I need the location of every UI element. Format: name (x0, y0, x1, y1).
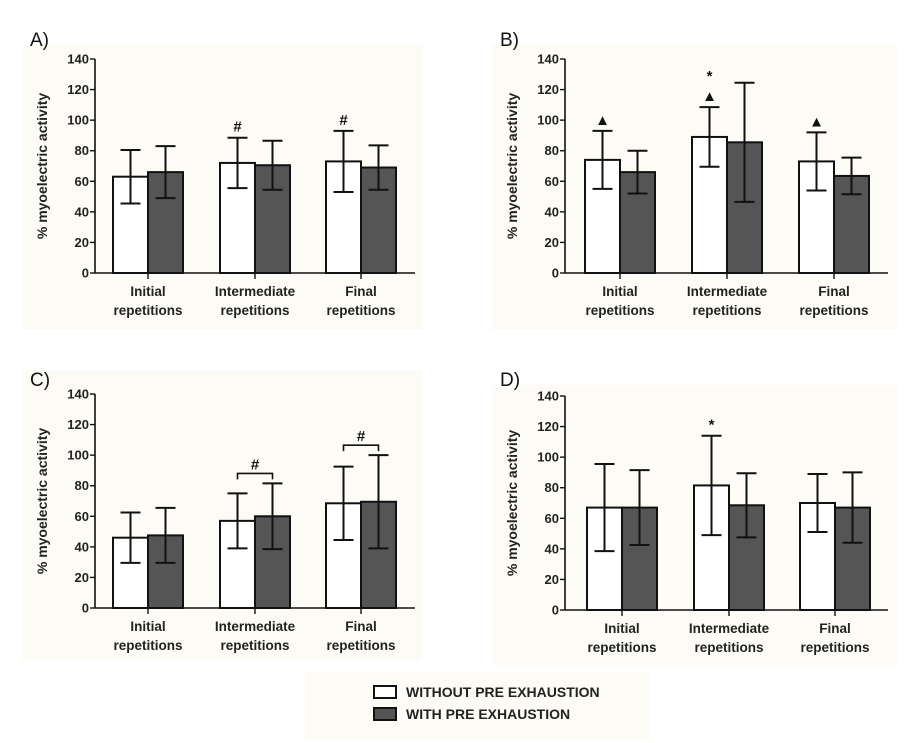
significance-marker: ▲ (702, 88, 717, 105)
x-tick-label: repetitions (799, 303, 868, 318)
significance-marker: * (709, 417, 715, 434)
x-tick-label: repetitions (694, 640, 763, 655)
y-tick-label: 60 (75, 174, 89, 189)
significance-marker: # (251, 456, 260, 473)
y-tick-label: 80 (75, 143, 89, 158)
x-tick-label: Intermediate (215, 619, 296, 634)
x-tick-label: Intermediate (687, 284, 768, 299)
legend-swatch (373, 685, 397, 699)
panel-label: D) (500, 370, 520, 391)
x-tick-label: repetitions (220, 638, 289, 653)
x-tick-label: Initial (602, 284, 637, 299)
panel-c: C) 0 20 40 60 80 100 120 140 % myoelectric activi… (30, 370, 415, 653)
y-tick-label: 40 (545, 204, 559, 219)
y-tick-label: 0 (552, 266, 559, 281)
y-tick-label: 80 (545, 480, 559, 495)
panel-label: A) (30, 30, 49, 51)
y-tick-label: 100 (67, 113, 89, 128)
y-axis-label: % myoelectric activity (504, 430, 520, 577)
y-tick-label: 20 (545, 235, 559, 250)
legend-label: WITHOUT PRE EXHAUSTION (406, 684, 600, 700)
panel-b: B) 0 20 40 60 80 100 120 140 % myoelectric activi… (500, 30, 888, 318)
panel-label: C) (30, 370, 50, 391)
significance-marker: ▲ (595, 112, 610, 129)
x-tick-label: repetitions (800, 640, 869, 655)
significance-marker: # (339, 112, 348, 129)
y-tick-label: 140 (67, 52, 89, 67)
significance-marker: ▲ (809, 113, 824, 130)
x-tick-label: Intermediate (215, 284, 296, 299)
x-tick-label: repetitions (326, 638, 395, 653)
y-tick-label: 40 (75, 539, 89, 554)
y-tick-label: 140 (537, 52, 559, 67)
x-tick-label: Initial (130, 619, 165, 634)
y-tick-label: 40 (75, 204, 89, 219)
y-tick-label: 20 (75, 570, 89, 585)
y-tick-label: 20 (75, 235, 89, 250)
y-tick-label: 120 (537, 419, 559, 434)
y-tick-label: 120 (67, 82, 89, 97)
x-tick-label: repetitions (326, 303, 395, 318)
y-tick-label: 60 (545, 174, 559, 189)
x-tick-label: repetitions (585, 303, 654, 318)
x-tick-label: Initial (604, 621, 639, 636)
y-tick-label: 100 (537, 113, 559, 128)
y-tick-label: 20 (545, 572, 559, 587)
y-tick-label: 120 (67, 417, 89, 432)
x-tick-label: Final (345, 619, 377, 634)
x-tick-label: repetitions (692, 303, 761, 318)
significance-marker: # (357, 428, 366, 445)
legend-swatch (373, 707, 397, 721)
y-tick-label: 0 (552, 603, 559, 618)
x-tick-label: repetitions (113, 303, 182, 318)
significance-bracket (236, 472, 274, 480)
y-tick-label: 140 (67, 387, 89, 402)
y-axis-label: % myoelectric activity (504, 93, 520, 240)
x-tick-label: Final (818, 284, 850, 299)
significance-marker: * (707, 68, 713, 85)
y-tick-label: 0 (82, 266, 89, 281)
legend: WITHOUT PRE EXHAUSTION WITH PRE EXHAUSTIO… (373, 684, 600, 722)
x-tick-label: Final (819, 621, 851, 636)
y-tick-label: 100 (67, 448, 89, 463)
y-axis-label: % myoelectric activity (34, 93, 50, 240)
x-tick-label: Initial (130, 284, 165, 299)
y-tick-label: 140 (537, 389, 559, 404)
x-tick-label: repetitions (113, 638, 182, 653)
y-tick-label: 60 (75, 509, 89, 524)
y-tick-label: 120 (537, 82, 559, 97)
significance-marker: # (233, 119, 242, 136)
panel-a: A) 0 20 40 60 80 100 120 140 % myoelectric activi… (30, 30, 415, 318)
x-tick-label: repetitions (587, 640, 656, 655)
y-tick-label: 60 (545, 511, 559, 526)
bar-without-pre-exhaustion (325, 502, 362, 609)
x-tick-label: repetitions (220, 303, 289, 318)
x-tick-label: Intermediate (689, 621, 770, 636)
significance-bracket (342, 444, 380, 452)
legend-background (305, 672, 650, 740)
y-axis-label: % myoelectric activity (34, 428, 50, 575)
y-tick-label: 80 (545, 143, 559, 158)
panel-label: B) (500, 30, 519, 51)
y-tick-label: 100 (537, 450, 559, 465)
x-tick-label: Final (345, 284, 377, 299)
y-tick-label: 0 (82, 601, 89, 616)
legend-label: WITH PRE EXHAUSTION (406, 706, 570, 722)
y-tick-label: 40 (545, 541, 559, 556)
y-tick-label: 80 (75, 478, 89, 493)
panel-d: D) 0 20 40 60 80 100 120 140 % myoelectric activi… (500, 370, 888, 655)
